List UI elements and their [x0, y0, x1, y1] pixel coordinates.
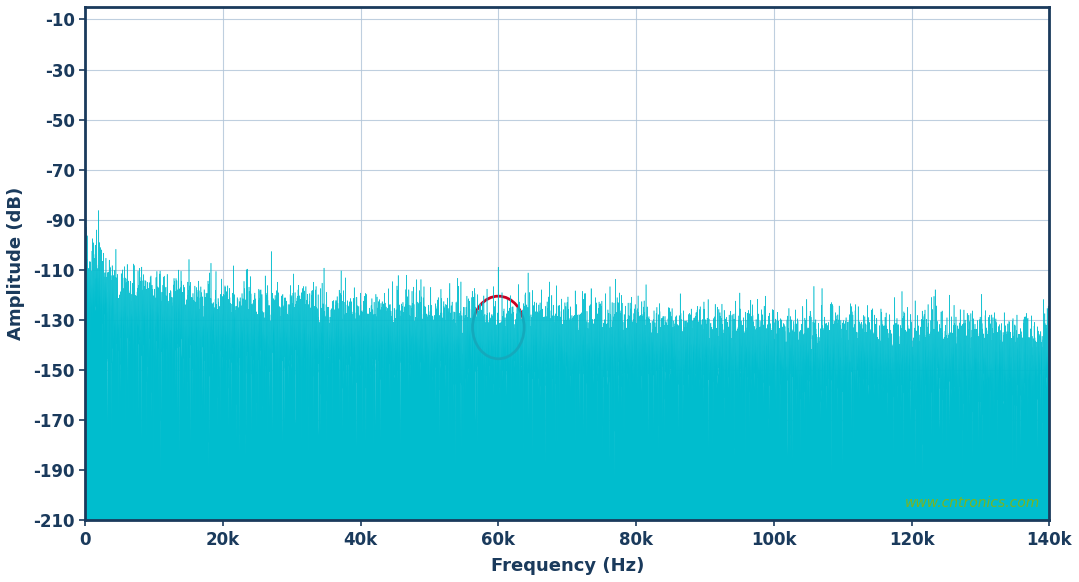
Text: www.cntronics.com: www.cntronics.com — [904, 496, 1039, 510]
Y-axis label: Amplitude (dB): Amplitude (dB) — [6, 187, 25, 340]
X-axis label: Frequency (Hz): Frequency (Hz) — [491, 557, 644, 575]
